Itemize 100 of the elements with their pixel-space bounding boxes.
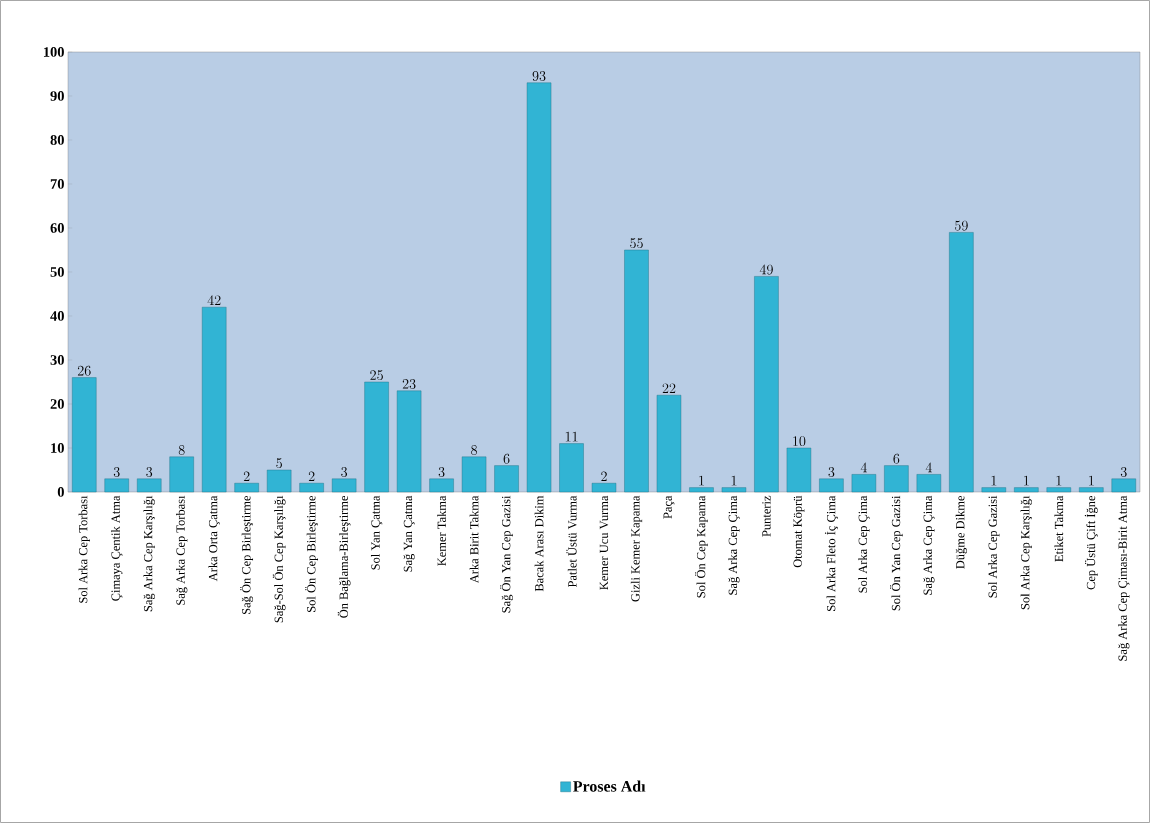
bar	[1046, 487, 1071, 493]
bar	[819, 478, 844, 493]
data-label: 22	[662, 383, 676, 393]
data-label: 93	[532, 71, 546, 81]
bar	[786, 447, 812, 493]
data-label: 5	[276, 458, 282, 469]
bar	[396, 390, 422, 493]
bar	[916, 474, 942, 493]
x-tick-label: Sağ Arka Cep Torbası	[176, 495, 188, 605]
bar	[689, 487, 714, 493]
x-tick-label: Sağ Yan Çatma	[403, 495, 415, 572]
y-tick-label: 30	[50, 355, 64, 365]
data-label: 1	[699, 475, 704, 486]
x-tick-label: Paça	[663, 495, 675, 519]
x-tick-label: Cep Üstü Çift İğne	[1084, 495, 1098, 590]
x-tick-label: Patlet Üstü Vurma	[566, 495, 577, 588]
data-label: 8	[178, 445, 185, 455]
bar	[299, 483, 324, 493]
x-tick-label: Punteriz	[762, 495, 771, 537]
bar	[461, 456, 487, 493]
bar	[331, 478, 357, 493]
x-tick-label: Sol Arka Cep Çima	[858, 495, 870, 593]
bar	[364, 381, 389, 493]
y-tick-label: 60	[50, 223, 64, 233]
data-label: 23	[402, 379, 416, 389]
data-label: 3	[341, 467, 348, 477]
bar	[851, 474, 877, 493]
data-label: 1	[731, 475, 737, 486]
x-tick-label: Arka Orta Çatma	[208, 495, 220, 582]
data-label: 2	[601, 471, 607, 481]
x-tick-label: Sol Ön Cep Kapama	[695, 495, 708, 598]
data-label: 3	[438, 467, 445, 477]
data-label: 42	[207, 295, 221, 305]
data-label: 3	[1120, 467, 1127, 477]
bar	[137, 478, 162, 493]
bar	[1111, 478, 1136, 493]
bar	[884, 465, 909, 493]
data-label: 2	[308, 471, 315, 481]
x-tick-label: Sol Ön Cep Birleştirme	[305, 495, 319, 612]
x-tick-label: Ön Bağlama-Birleştirme	[337, 495, 351, 618]
bar	[1079, 487, 1104, 493]
data-label: 11	[565, 431, 578, 442]
x-tick-label: Sağ Arka Cep Çiması-Birit Atma	[1118, 495, 1130, 661]
data-label: 25	[370, 370, 383, 381]
bar	[429, 478, 454, 493]
bar	[591, 483, 617, 493]
data-label: 59	[955, 220, 968, 231]
data-label: 6	[503, 453, 510, 464]
bar	[754, 276, 779, 493]
y-tick-label: 20	[50, 399, 64, 409]
bar	[169, 456, 194, 493]
bar	[494, 465, 519, 493]
data-label: 8	[471, 445, 477, 455]
data-label: 4	[860, 462, 867, 473]
data-label: 3	[113, 467, 120, 477]
y-tick-label: 90	[50, 91, 64, 101]
data-label: 1	[1056, 475, 1062, 486]
bar	[72, 377, 97, 493]
x-tick-label: Sağ Arka Cep Karşılığı	[143, 495, 155, 612]
x-tick-label: Sağ-Sol Ön Cep Karşılığı	[272, 495, 286, 623]
data-label: 49	[759, 264, 773, 275]
x-tick-label: Kemer Ucu Vurma	[599, 495, 609, 590]
data-label: 3	[828, 467, 835, 477]
x-tick-label: Kemer Takma	[437, 495, 446, 566]
x-tick-label: Sağ Ön Cep Birleştirme	[240, 495, 254, 615]
bar	[1014, 487, 1039, 493]
x-tick-label: Sol Arka Cep Gazisi	[988, 495, 1000, 598]
x-tick-label: Gizli Kemer Kapama	[630, 495, 643, 602]
x-tick-label: Sol Arka Cep Torbası	[78, 495, 90, 603]
bar	[266, 469, 292, 493]
y-tick-label: 0	[57, 487, 64, 497]
x-tick-label: Çimaya Çentik Atma	[111, 495, 123, 601]
x-tick-label: Sol Arka Cep Karşılığı	[1020, 495, 1032, 610]
data-label: 1	[1024, 475, 1029, 486]
bar	[656, 395, 682, 493]
data-label: 55	[630, 238, 643, 249]
x-tick-label: Sol Yan Çatma	[370, 495, 383, 570]
x-tick-label: Sol Arka Fleto İç Çima	[824, 495, 838, 611]
bar	[234, 483, 259, 493]
x-tick-label: Sol Ön Yan Cep Gazisi	[889, 495, 903, 611]
data-label: 2	[243, 471, 250, 481]
data-label: 26	[77, 365, 91, 376]
bar	[104, 478, 129, 493]
x-tick-label: Bacak Arası Dikim	[534, 495, 544, 592]
y-tick-label: 40	[50, 311, 64, 321]
bar	[201, 307, 227, 493]
x-tick-label: Düğme Dikme	[955, 495, 967, 569]
data-label: 1	[991, 475, 997, 486]
y-tick-label: 70	[50, 179, 64, 189]
x-tick-label: Otomat Köprü	[793, 495, 805, 568]
x-tick-label: Arka Birit Takma	[469, 495, 479, 584]
bar	[624, 249, 649, 493]
data-label: 1	[1089, 475, 1094, 486]
x-tick-label: Etiket Takma	[1054, 495, 1064, 562]
x-tick-label: Sağ Arka Cep Çima	[728, 495, 740, 595]
data-label: 3	[146, 467, 153, 477]
legend-label: Proses Adı	[573, 780, 646, 792]
bar	[981, 487, 1007, 493]
y-tick-label: 10	[51, 443, 64, 453]
x-tick-label: Sağ Ön Yan Cep Gazisi	[500, 495, 513, 613]
